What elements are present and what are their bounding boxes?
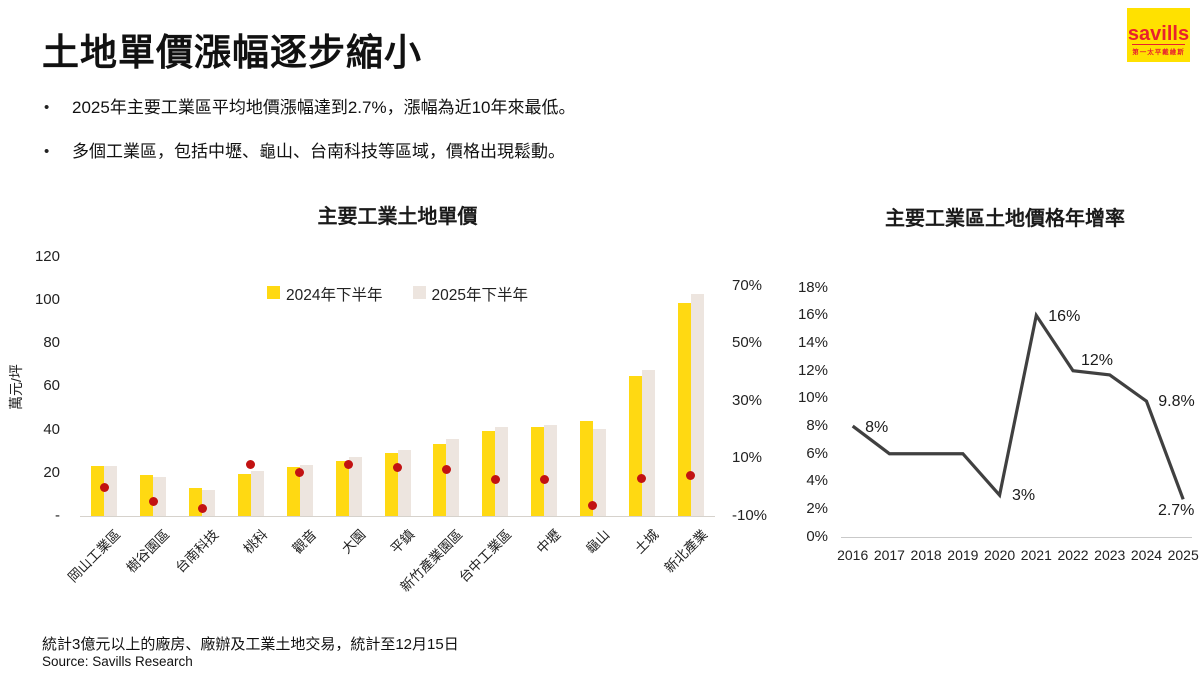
growth-dot-1 (148, 497, 158, 507)
line-data-label-2021: 16% (1048, 308, 1081, 326)
savills-logo-subtitle: 第一太平戴維斯 (1132, 44, 1185, 56)
growth-dot-0 (99, 482, 109, 492)
bar-2024-9 (531, 427, 545, 516)
growth-dot-7 (441, 465, 451, 475)
bar-chart-secondary-tick: 70% (732, 276, 763, 294)
legend-item-2024: 2024年下半年 (267, 283, 383, 305)
line-chart-y-tick: 6% (806, 444, 828, 462)
growth-dot-5 (344, 459, 354, 469)
line-chart-y-tick: 16% (797, 306, 828, 324)
line-data-label-2024: 9.8% (1158, 393, 1195, 411)
bar-chart-title: 主要工業土地單價 (317, 206, 478, 228)
bar-chart-secondary-tick: 50% (732, 334, 763, 352)
growth-dot-8 (490, 474, 500, 484)
line-chart-x-tick: 2020 (984, 547, 1016, 563)
bar-2025-0 (104, 466, 118, 516)
line-chart-y-tick: 8% (806, 417, 828, 435)
legend-swatch-2025 (412, 285, 426, 299)
growth-dot-3 (246, 459, 256, 469)
bar-2025-3 (250, 470, 264, 516)
bar-chart-x-axis-line (80, 516, 715, 517)
bar-chart-x-label-0: 岡山工業區 (65, 526, 124, 586)
source-line: Source: Savills Research (42, 654, 193, 669)
bar-2025-8 (495, 427, 509, 516)
bar-chart-secondary-tick: 10% (732, 449, 763, 467)
savills-logo-wordmark: savills (1127, 23, 1190, 45)
growth-dot-6 (393, 462, 402, 472)
line-chart-x-tick: 2017 (873, 547, 905, 563)
growth-rate-line (851, 311, 1185, 500)
line-chart-x-tick: 2018 (910, 547, 942, 563)
bar-2024-12 (677, 303, 691, 516)
bar-chart-y-tick: 20 (43, 463, 60, 481)
growth-dot-12 (686, 471, 696, 481)
bar-chart-legend: 2024年下半年 2025年下半年 (80, 283, 715, 305)
bar-chart-secondary-tick: 30% (732, 391, 763, 409)
bullet-item-2: • 多個工業區，包括中壢、龜山、台南科技等區域，價格出現鬆動。 (44, 141, 565, 163)
bar-2024-10 (579, 420, 593, 516)
line-data-label-2025: 2.7% (1157, 502, 1195, 520)
line-chart-x-tick: 2016 (837, 547, 869, 563)
line-chart-title: 主要工業區土地價格年增率 (885, 208, 1125, 230)
bar-2024-0 (91, 466, 105, 516)
bar-2025-10 (592, 428, 606, 516)
bar-2025-6 (397, 450, 411, 516)
bar-2025-7 (446, 439, 460, 516)
bar-2025-5 (348, 456, 362, 516)
line-chart-y-tick: 10% (797, 389, 828, 407)
bullet-text-2: 多個工業區，包括中壢、龜山、台南科技等區域，價格出現鬆動。 (72, 142, 565, 161)
line-chart-x-tick: 2024 (1130, 547, 1163, 563)
bar-2025-4 (299, 465, 313, 516)
line-chart-x-tick: 2019 (947, 547, 979, 563)
bar-2025-9 (544, 425, 558, 516)
line-data-label-2022: 12% (1081, 351, 1114, 369)
bar-chart-y-tick: 120 (34, 247, 60, 265)
bar-2025-1 (153, 477, 167, 516)
bullet-text-1: 2025年主要工業區平均地價漲幅達到2.7%，漲幅為近10年來最低。 (72, 98, 576, 117)
growth-dot-4 (295, 468, 305, 478)
line-chart-y-tick: 14% (797, 334, 828, 352)
bar-2024-7 (433, 443, 447, 516)
bar-2024-11 (628, 375, 642, 516)
bullet-glyph: • (44, 99, 50, 116)
bullet-item-1: • 2025年主要工業區平均地價漲幅達到2.7%，漲幅為近10年來最低。 (44, 97, 575, 119)
bar-2024-3 (237, 473, 251, 516)
line-chart-y-tick: 2% (806, 500, 828, 518)
line-chart-y-tick: 18% (797, 278, 828, 296)
bar-2024-8 (482, 430, 496, 516)
growth-dot-10 (588, 501, 598, 511)
legend-label-2024: 2024年下半年 (286, 287, 383, 304)
bar-chart-y-tick: - (55, 507, 60, 524)
bar-2024-1 (140, 474, 154, 516)
line-data-label-2016: 8% (865, 419, 889, 437)
line-chart-y-tick: 4% (806, 472, 828, 490)
bar-chart-y-tick: 60 (43, 377, 60, 395)
bar-chart-y-tick: 80 (43, 334, 60, 352)
page-title: 土地單價漲幅逐步縮小 (42, 32, 422, 73)
bar-chart-secondary-tick: -10% (732, 507, 768, 524)
footnote: 統計3億元以上的廠房、廠辦及工業土地交易，統計至12月15日 (42, 636, 459, 653)
line-chart-y-tick: 0% (806, 527, 828, 545)
bar-chart-y-tick: 40 (43, 420, 60, 438)
growth-dot-11 (637, 474, 647, 484)
line-chart-x-axis-line (841, 537, 1192, 538)
line-data-label-2020: 3% (1012, 487, 1036, 505)
bar-2024-4 (286, 467, 300, 516)
line-chart-x-tick: 2025 (1167, 547, 1199, 563)
line-chart-x-tick: 2021 (1020, 547, 1052, 563)
bar-chart-y-tick: 100 (34, 291, 60, 308)
bar-2024-5 (335, 460, 349, 516)
line-chart-x-tick: 2022 (1057, 547, 1089, 563)
line-chart-x-tick: 2023 (1094, 547, 1126, 563)
line-chart-y-tick: 12% (797, 361, 828, 379)
legend-swatch-2024 (267, 285, 281, 299)
bar-2025-11 (641, 370, 655, 516)
growth-dot-2 (197, 504, 207, 514)
growth-dot-9 (539, 474, 549, 484)
legend-label-2025: 2025年下半年 (431, 287, 528, 304)
legend-item-2025: 2025年下半年 (412, 283, 528, 305)
bar-2025-12 (690, 293, 704, 516)
savills-logo: savills 第一太平戴維斯 (1127, 8, 1190, 62)
bullet-glyph: • (44, 143, 50, 160)
